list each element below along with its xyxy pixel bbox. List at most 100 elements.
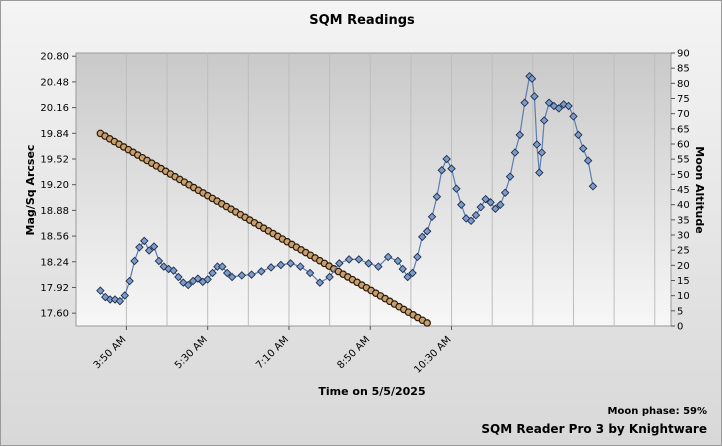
sqm-point	[193, 274, 203, 283]
sqm-point	[578, 144, 588, 153]
y2-tick-label: 0	[677, 322, 683, 333]
sqm-point	[427, 212, 437, 222]
sqm-point	[408, 268, 417, 278]
y-tick-label: 20.48	[40, 77, 69, 88]
sqm-point	[393, 256, 403, 266]
sqm-point	[183, 280, 193, 290]
sqm-point	[374, 262, 383, 271]
sqm-point	[510, 148, 520, 157]
sqm-point	[237, 271, 247, 280]
y2-tick-label: 25	[677, 246, 690, 257]
sqm-point	[422, 227, 432, 236]
sqm-point	[532, 140, 542, 149]
sqm-point	[305, 268, 315, 278]
moon-phase-label: Moon phase: 59%	[608, 406, 707, 417]
sqm-point	[144, 246, 154, 255]
sqm-point	[110, 295, 120, 304]
y-tick-label: 18.56	[40, 232, 69, 243]
x-tick-label: 7:10 AM	[254, 334, 291, 371]
sqm-point	[564, 101, 573, 111]
sqm-point	[120, 291, 130, 300]
y2-tick-label: 45	[677, 185, 690, 196]
y-tick-label: 18.24	[40, 257, 69, 268]
y-tick-label: 19.20	[40, 180, 69, 191]
sqm-point	[276, 260, 286, 270]
sqm-point	[218, 262, 227, 271]
sqm-point	[398, 264, 407, 274]
y2-tick-label: 75	[677, 94, 690, 105]
sqm-point	[466, 216, 476, 226]
sqm-point	[154, 256, 164, 266]
y2-tick-label: 40	[677, 200, 690, 211]
sqm-point	[491, 204, 500, 214]
y2-tick-label: 15	[677, 276, 690, 287]
moon-point	[423, 319, 431, 327]
sqm-point	[257, 267, 266, 276]
sqm-point	[554, 104, 564, 113]
sqm-point	[364, 259, 373, 268]
sqm-point	[383, 252, 393, 262]
sqm-point	[418, 232, 427, 242]
sqm-point	[539, 116, 549, 125]
software-credit: SQM Reader Pro 3 by Knightware	[481, 422, 707, 436]
sqm-point	[569, 112, 578, 121]
sqm-point	[266, 263, 276, 272]
sqm-point	[481, 194, 490, 204]
sqm-point	[505, 172, 515, 181]
plot-area	[75, 52, 672, 327]
sqm-point	[535, 168, 544, 177]
sqm-point	[227, 272, 237, 282]
y2-tick-label: 20	[677, 261, 690, 272]
sqm-point	[125, 276, 134, 286]
sqm-point	[174, 272, 183, 282]
sqm-point	[403, 272, 412, 282]
sqm-point	[588, 182, 598, 191]
sqm-point	[354, 255, 364, 264]
sqm-point	[413, 252, 422, 262]
sqm-point	[203, 275, 212, 284]
y2-tick-label: 30	[677, 231, 690, 242]
sqm-point	[496, 200, 505, 209]
sqm-point	[537, 148, 546, 157]
x-axis-title: Time on 5/5/2025	[318, 385, 425, 398]
sqm-point	[140, 236, 149, 246]
sqm-point	[583, 156, 593, 165]
sqm-point	[286, 259, 295, 268]
sqm-point	[96, 286, 105, 295]
sqm-point	[247, 270, 256, 279]
y2-tick-label: 60	[677, 140, 690, 151]
y-tick-label: 20.16	[40, 103, 69, 114]
y-tick-label: 18.88	[40, 206, 69, 217]
chart-title: SQM Readings	[309, 13, 415, 28]
sqm-series	[96, 72, 598, 306]
sqm-point	[437, 165, 447, 175]
y2-axis-title: Moon Altitude	[693, 146, 706, 233]
y-tick-label: 17.60	[40, 309, 69, 320]
sqm-point	[452, 184, 461, 193]
sqm-point	[115, 296, 125, 306]
sqm-point	[476, 202, 486, 212]
sqm-point	[208, 268, 217, 278]
y2-tick-label: 65	[677, 124, 690, 135]
sqm-point	[527, 74, 537, 83]
y2-tick-label: 90	[677, 49, 690, 60]
sqm-point	[442, 154, 451, 164]
x-tick-label: 10:30 AM	[412, 334, 453, 375]
sqm-point	[222, 268, 232, 278]
y2-tick-label: 55	[677, 155, 690, 166]
sqm-point	[335, 259, 344, 268]
sqm-point	[432, 192, 442, 201]
sqm-point	[544, 98, 554, 108]
y-tick-label: 19.84	[40, 129, 69, 140]
sqm-point	[130, 256, 139, 266]
sqm-point	[315, 278, 325, 287]
sqm-point	[500, 188, 510, 197]
y2-tick-label: 5	[677, 306, 683, 317]
sqm-point	[135, 243, 144, 252]
sqm-point	[520, 98, 529, 108]
sqm-point	[169, 266, 178, 275]
sqm-point	[471, 210, 481, 220]
y2-tick-label: 85	[677, 64, 690, 75]
